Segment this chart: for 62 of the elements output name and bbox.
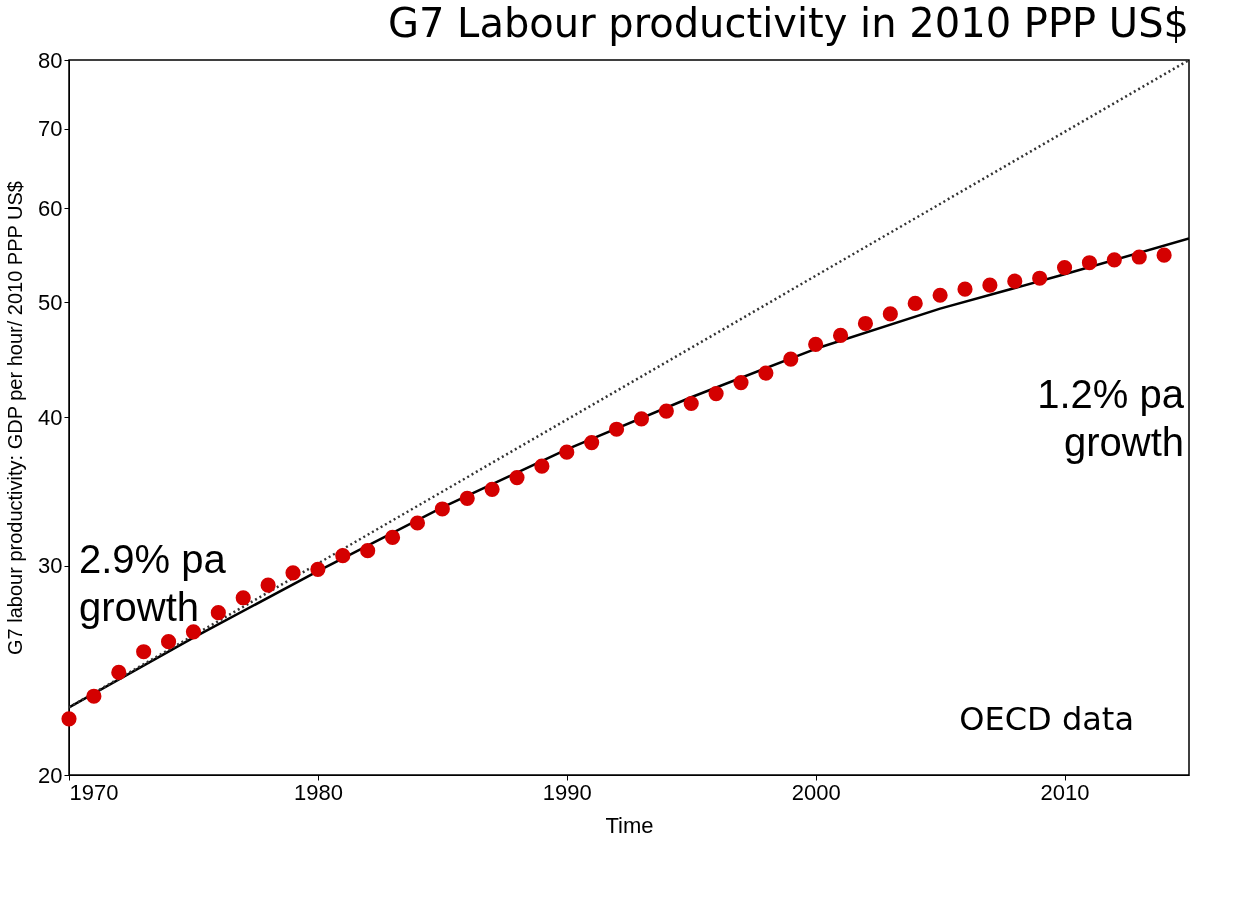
- point: [708, 386, 724, 402]
- point: [260, 577, 276, 593]
- point: [86, 688, 102, 704]
- x-tick-label: 2010: [1040, 779, 1090, 805]
- point: [683, 395, 699, 412]
- point: [235, 590, 251, 606]
- point: [534, 458, 550, 474]
- point: [384, 529, 401, 546]
- point: [409, 515, 426, 531]
- x-tick-label: 1990: [542, 779, 592, 805]
- point: [1007, 273, 1023, 289]
- point: [1106, 252, 1122, 268]
- y-tick-label: 20: [38, 762, 63, 788]
- x-tick-label: 2000: [791, 779, 841, 805]
- point: [434, 501, 450, 517]
- point: [783, 351, 799, 367]
- point: [1081, 255, 1098, 271]
- point: [160, 634, 177, 650]
- y-tick-label: 50: [38, 289, 63, 315]
- point: [136, 644, 152, 660]
- point: [957, 281, 973, 297]
- point: [1056, 259, 1073, 276]
- chart-title: G7 Labour productivity in 2010 PPP US$: [387, 0, 1189, 46]
- point: [559, 444, 575, 460]
- point: [758, 365, 774, 381]
- x-tick-label: 1970: [69, 779, 119, 805]
- point: [608, 421, 625, 437]
- point: [882, 306, 898, 322]
- y-tick-label: 40: [38, 405, 63, 430]
- point: [111, 664, 127, 681]
- point: [61, 711, 77, 727]
- point: [1032, 270, 1048, 286]
- y-axis-title: G7 labour productivity: GDP per hour/ 2010 PPP US$: [4, 181, 27, 655]
- point: [335, 548, 351, 564]
- y-tick-label: 70: [38, 116, 63, 142]
- point: [285, 565, 301, 581]
- point: [1156, 247, 1172, 263]
- point: [584, 435, 600, 451]
- point: [733, 375, 749, 391]
- annotation: 2.9% pa growth: [79, 536, 227, 629]
- y-tick-label: 80: [38, 47, 63, 73]
- point: [484, 481, 500, 497]
- point: [310, 561, 326, 577]
- x-tick-label: 1980: [293, 779, 343, 805]
- y-tick-label: 60: [38, 195, 63, 221]
- point: [658, 403, 674, 419]
- annotation: 1.2% pa growth: [1037, 372, 1185, 465]
- point: [210, 605, 226, 621]
- point: [982, 277, 998, 293]
- point: [459, 490, 475, 506]
- annotation: OECD data: [959, 700, 1134, 738]
- point: [360, 543, 376, 559]
- point: [907, 295, 923, 312]
- point: [509, 470, 525, 486]
- point: [832, 327, 849, 343]
- point: [932, 287, 948, 303]
- y-tick-label: 30: [38, 553, 63, 579]
- point: [857, 315, 874, 332]
- point: [808, 336, 824, 352]
- point: [633, 411, 650, 427]
- point: [1131, 249, 1147, 265]
- x-axis-title: Time: [605, 812, 654, 838]
